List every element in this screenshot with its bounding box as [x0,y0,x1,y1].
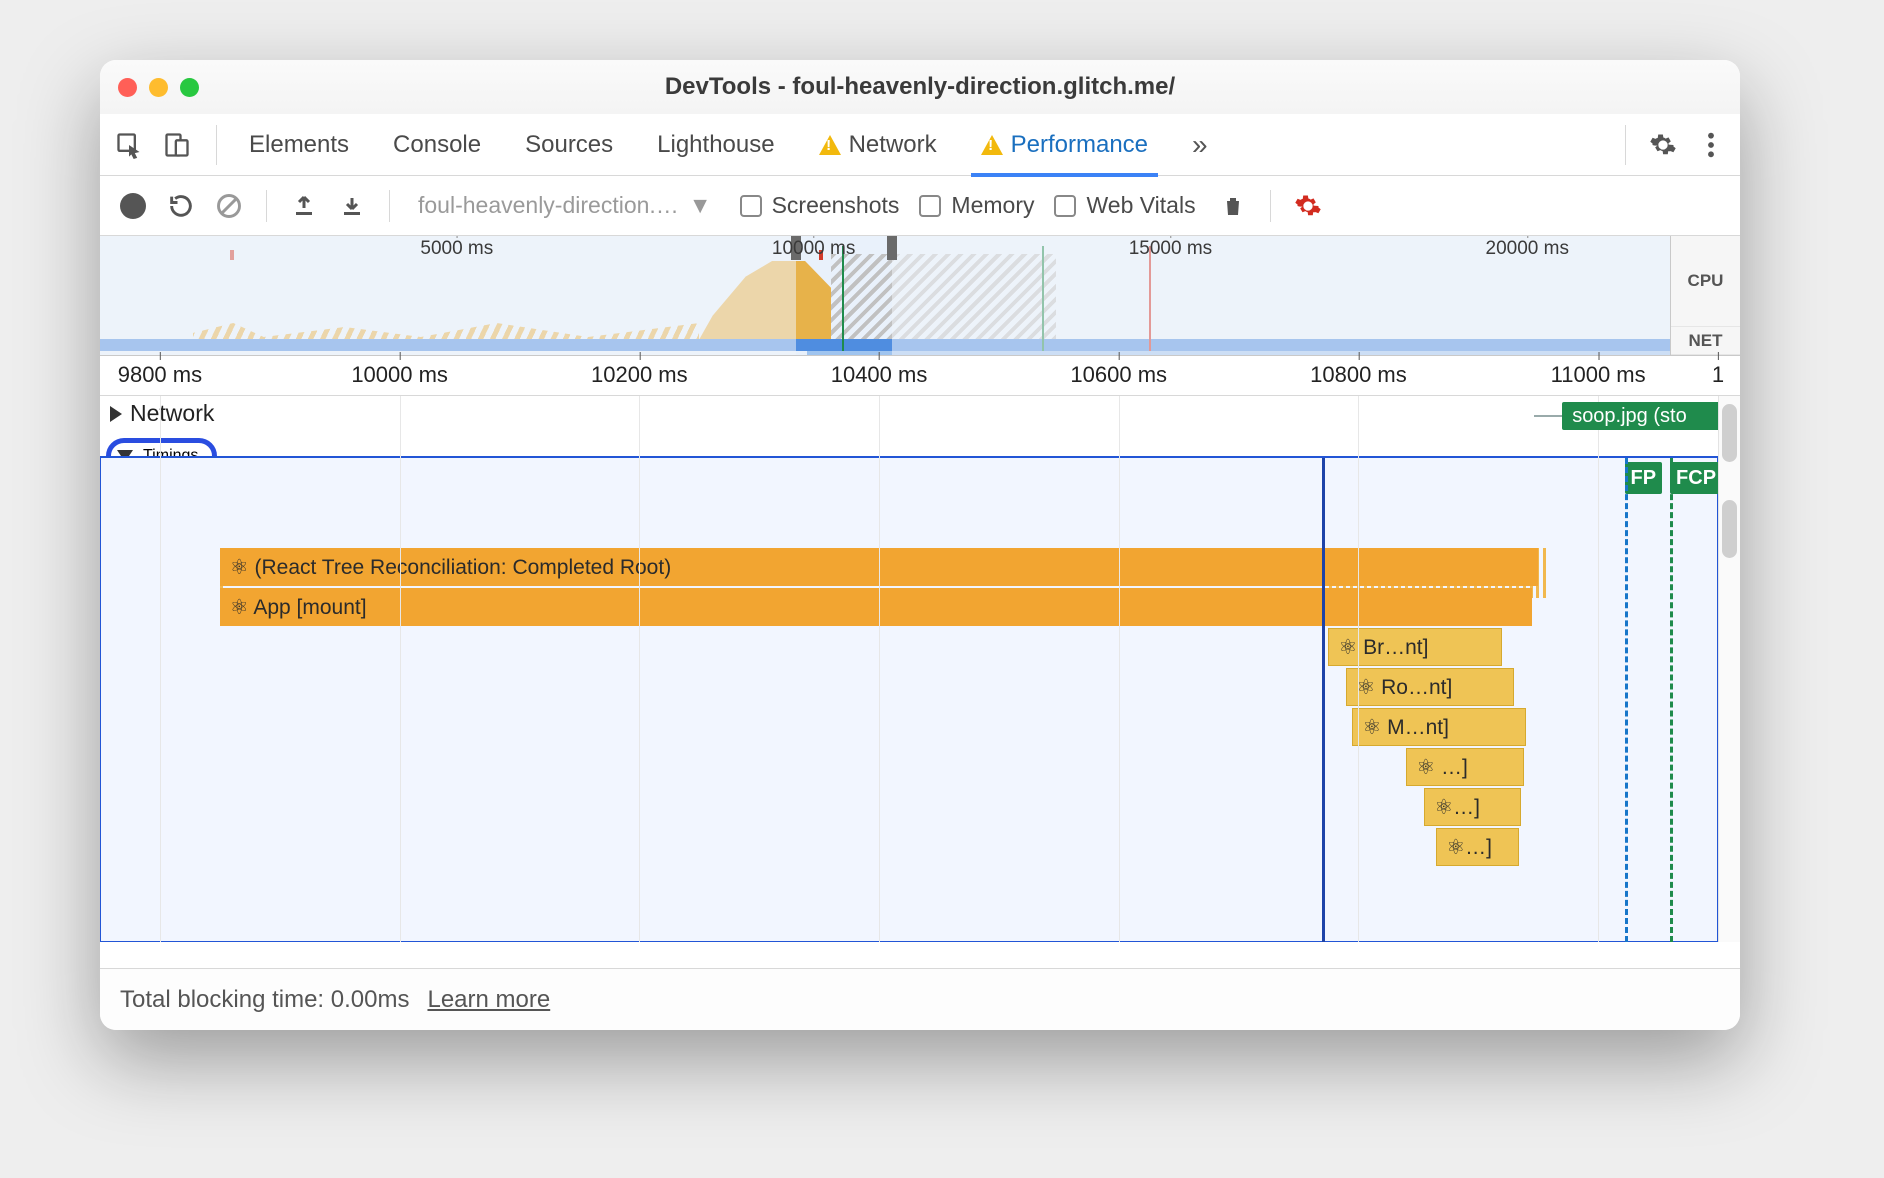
gridline [160,396,161,942]
chevron-double-right-icon: » [1192,129,1208,161]
recording-selector-label: foul-heavenly-direction.… [418,192,679,219]
tab-elements[interactable]: Elements [227,114,371,176]
capture-settings-icon[interactable] [1287,185,1329,227]
fcp-badge[interactable]: FCP [1670,462,1722,494]
timing-bar[interactable]: ⚛ App [mount] [220,588,1532,626]
window-title: DevTools - foul-heavenly-direction.glitc… [100,73,1740,101]
overview-timeline[interactable]: 5000 ms 10000 ms 15000 ms 20000 ms CPU NET [100,236,1740,356]
timing-bar[interactable]: ⚛ Ro…nt] [1346,668,1514,706]
track-header-network[interactable]: Network [110,400,214,427]
gridline [400,396,401,942]
tabs-overflow[interactable]: » [1170,114,1230,176]
ruler-tick: 10400 ms [831,362,928,388]
disclosure-right-icon [110,406,122,422]
timing-bar[interactable]: ⚛ …] [1406,748,1523,786]
warning-icon [819,135,841,155]
kebab-menu-icon[interactable] [1690,124,1732,166]
vertical-scrollbar[interactable] [1718,396,1740,942]
total-blocking-time: Total blocking time: 0.00ms [120,986,409,1014]
ruler-tick: 10200 ms [591,362,688,388]
device-toggle-icon[interactable] [156,124,198,166]
gridline [1598,396,1599,942]
overview-net-label: NET [1671,327,1740,355]
checkbox-icon [1054,195,1076,217]
ruler-tick: 10600 ms [1070,362,1167,388]
network-request-bar[interactable]: soop.jpg (sto [1562,402,1740,430]
gridline [639,396,640,942]
learn-more-link[interactable]: Learn more [427,986,550,1014]
checkbox-icon [740,195,762,217]
checkbox-memory[interactable]: Memory [909,192,1044,219]
chevron-down-icon: ▼ [689,192,712,219]
ruler-tick: 10800 ms [1310,362,1407,388]
settings-gear-icon[interactable] [1642,124,1684,166]
overview-tick: 10000 ms [772,238,855,260]
tab-sources[interactable]: Sources [503,114,635,176]
overview-cpu-label: CPU [1671,236,1740,327]
tab-console[interactable]: Console [371,114,503,176]
warning-icon [981,135,1003,155]
checkbox-screenshots[interactable]: Screenshots [730,192,910,219]
tab-label: Sources [525,131,613,159]
timing-bar[interactable]: ⚛…] [1424,788,1521,826]
timing-dashed-line [1670,458,1673,942]
tab-label: Lighthouse [657,131,774,159]
overview-tick: 15000 ms [1129,238,1212,260]
scrollbar-thumb[interactable] [1722,500,1737,558]
devtools-tabstrip: Elements Console Sources Lighthouse Network P… [100,114,1740,176]
tab-label: Performance [1011,131,1148,159]
inspect-icon[interactable] [108,124,150,166]
load-profile-icon[interactable] [283,185,325,227]
ruler-tick: 10000 ms [351,362,448,388]
summary-footer: Total blocking time: 0.00ms Learn more [100,968,1740,1030]
flame-chart[interactable]: Network Timings ⚛ (React Tree Reconcilia… [100,396,1740,942]
clear-button[interactable] [208,185,250,227]
checkbox-label: Memory [951,192,1034,219]
overview-tick: 20000 ms [1486,238,1569,260]
performance-toolbar: foul-heavenly-direction.… ▼ Screenshots M… [100,176,1740,236]
window-titlebar: DevTools - foul-heavenly-direction.glitc… [100,60,1740,114]
record-button[interactable] [112,185,154,227]
network-track-label: Network [130,400,214,427]
detail-ruler[interactable]: 9800 ms 10000 ms 10200 ms 10400 ms 10600 ms 1… [100,356,1740,396]
tab-lighthouse[interactable]: Lighthouse [635,114,796,176]
gridline [879,396,880,942]
timing-dashed-line [1625,458,1628,942]
tab-label: Elements [249,131,349,159]
delete-profile-icon[interactable] [1212,185,1254,227]
checkbox-web-vitals[interactable]: Web Vitals [1044,192,1205,219]
overview-tick: 5000 ms [420,238,493,260]
checkbox-label: Web Vitals [1086,192,1195,219]
ruler-tick: 1 [1712,362,1724,388]
playhead[interactable] [1322,458,1325,942]
timing-bar[interactable]: ⚛ Br…nt] [1328,628,1502,666]
gridline [1119,396,1120,942]
tab-label: Network [849,131,937,159]
timings-track[interactable]: ⚛ (React Tree Reconciliation: Completed … [100,456,1718,942]
gridline [1358,396,1359,942]
checkbox-icon [919,195,941,217]
timing-bar[interactable]: ⚛ M…nt] [1352,708,1526,746]
scrollbar-thumb[interactable] [1722,404,1737,462]
checkbox-label: Screenshots [772,192,900,219]
tab-label: Console [393,131,481,159]
traffic-minimize[interactable] [149,78,168,97]
ruler-tick: 9800 ms [118,362,202,388]
timing-bar[interactable]: ⚛…] [1436,828,1519,866]
fp-badge[interactable]: FP [1625,462,1663,494]
ruler-tick: 11000 ms [1551,362,1646,388]
tab-performance[interactable]: Performance [959,114,1170,176]
recording-selector[interactable]: foul-heavenly-direction.… ▼ [406,186,724,226]
traffic-zoom[interactable] [180,78,199,97]
tab-network[interactable]: Network [797,114,959,176]
reload-record-button[interactable] [160,185,202,227]
save-profile-icon[interactable] [331,185,373,227]
traffic-close[interactable] [118,78,137,97]
